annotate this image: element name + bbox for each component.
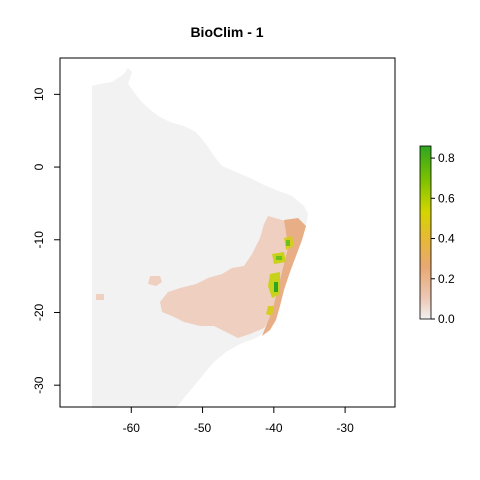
high-suitability-patch [266,306,274,316]
legend-tick-label: 0.0 [438,312,455,326]
high-suitability-patch [276,256,282,260]
map-layer [92,68,308,408]
x-tick-label: -30 [336,421,354,435]
plot-title: BioClim - 1 [190,24,263,40]
y-tick-label: -20 [32,303,46,321]
y-tick-label: -30 [32,376,46,394]
x-tick-label: -50 [194,421,212,435]
plot-frame [59,57,396,408]
x-tick-label: -60 [123,421,141,435]
y-tick-label: -10 [32,231,46,249]
x-tick-label: -40 [265,421,283,435]
legend-tick-label: 0.8 [438,151,455,165]
y-axis: 10 0 -10 -20 -30 [32,87,60,394]
y-tick-label: 10 [32,87,46,101]
legend-tick-label: 0.6 [438,191,455,205]
legend-tick-label: 0.4 [438,232,455,246]
low-suitability-patch [96,294,104,300]
legend-tick-label: 0.2 [438,272,455,286]
y-tick-label: 0 [32,163,46,170]
legend-color-bar [419,145,432,320]
moderate-suitability-coast [262,218,306,336]
low-suitability-region [160,216,300,338]
high-suitability-patch [286,240,290,246]
x-axis: -60 -50 -40 -30 [123,407,354,435]
high-suitability-patch [274,282,278,292]
legend-ticks: 0.0 0.2 0.4 0.6 0.8 [431,151,455,326]
low-suitability-patch [148,276,162,286]
